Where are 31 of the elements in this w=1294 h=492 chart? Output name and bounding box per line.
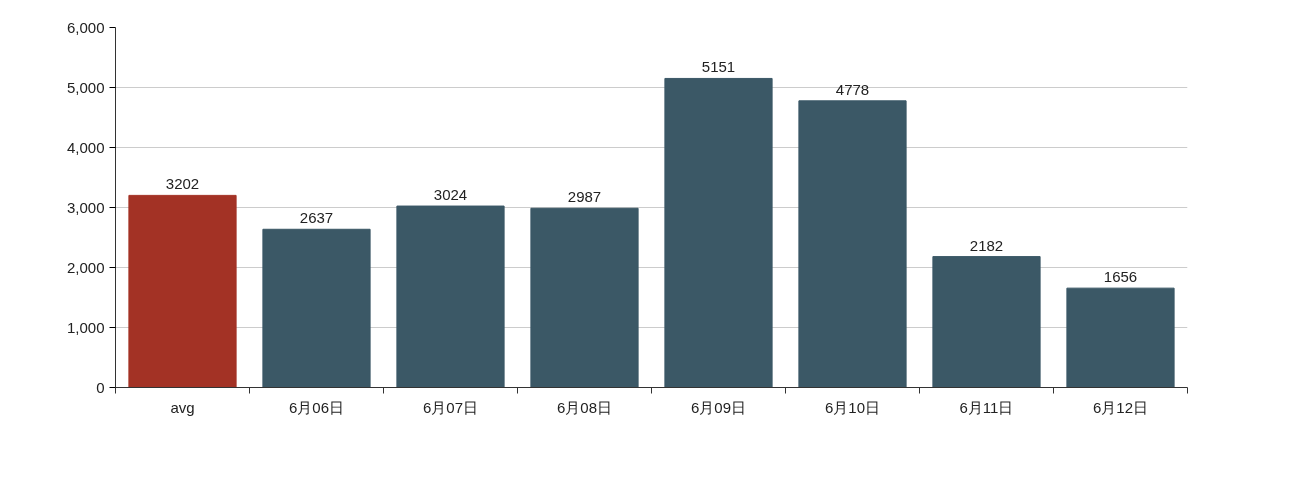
data-label: 2182 [969,236,1004,254]
x-tick-label: 6月08日 [556,398,613,416]
x-tick-label: 6月07日 [422,398,479,416]
data-label: 5151 [701,58,736,76]
y-tick-label: 5,000 [66,78,105,96]
bar [262,228,371,388]
x-tick-label: 6月10日 [824,398,881,416]
data-label: 3024 [433,186,468,204]
y-tick-label: 0 [96,378,105,396]
bar [128,194,237,388]
bar [798,100,907,388]
y-tick-label: 4,000 [66,138,105,156]
y-tick-label: 6,000 [66,18,105,36]
y-tick-label: 1,000 [66,318,105,336]
data-label: 1656 [1103,268,1138,286]
bar [1066,287,1175,388]
data-label: 4778 [835,80,870,98]
x-tick-label: 6月12日 [1092,398,1149,416]
bar [530,207,639,388]
data-label: 3202 [165,175,200,193]
x-tick-label: avg [170,398,195,416]
y-tick-label: 3,000 [66,198,105,216]
y-tick-label: 2,000 [66,258,105,276]
bar [932,256,1041,388]
x-tick-label: 6月11日 [959,398,1014,416]
bar [664,77,773,388]
x-tick-label: 6月09日 [690,398,747,416]
data-label: 2637 [299,209,334,227]
data-label: 2987 [567,188,602,206]
x-tick-label: 6月06日 [288,398,345,416]
bar [396,205,505,388]
